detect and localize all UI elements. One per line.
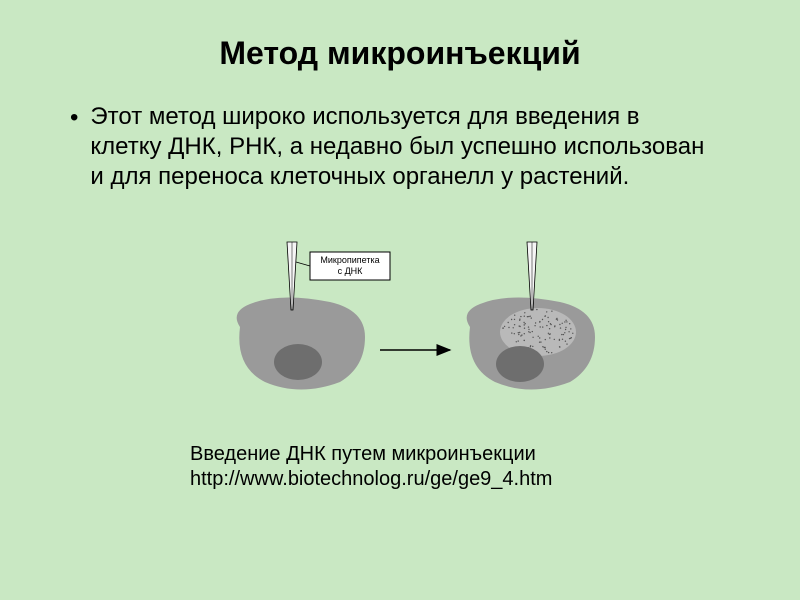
bullet-marker: • — [70, 102, 78, 132]
diagram: Микропипеткас ДНК — [50, 232, 750, 412]
svg-text:с ДНК: с ДНК — [338, 266, 364, 276]
svg-text:Микропипетка: Микропипетка — [320, 255, 379, 265]
caption-line-1: Введение ДНК путем микроинъекции — [190, 442, 710, 467]
caption-line-2: http://www.biotechnolog.ru/ge/ge9_4.htm — [190, 467, 710, 492]
body-text: Этот метод широко используется для введе… — [90, 102, 710, 192]
microinjection-diagram: Микропипеткас ДНК — [180, 232, 620, 412]
slide-title: Метод микроинъекций — [50, 35, 750, 72]
caption: Введение ДНК путем микроинъекции http://… — [190, 442, 710, 492]
bullet-item: • Этот метод широко используется для вве… — [70, 102, 750, 192]
